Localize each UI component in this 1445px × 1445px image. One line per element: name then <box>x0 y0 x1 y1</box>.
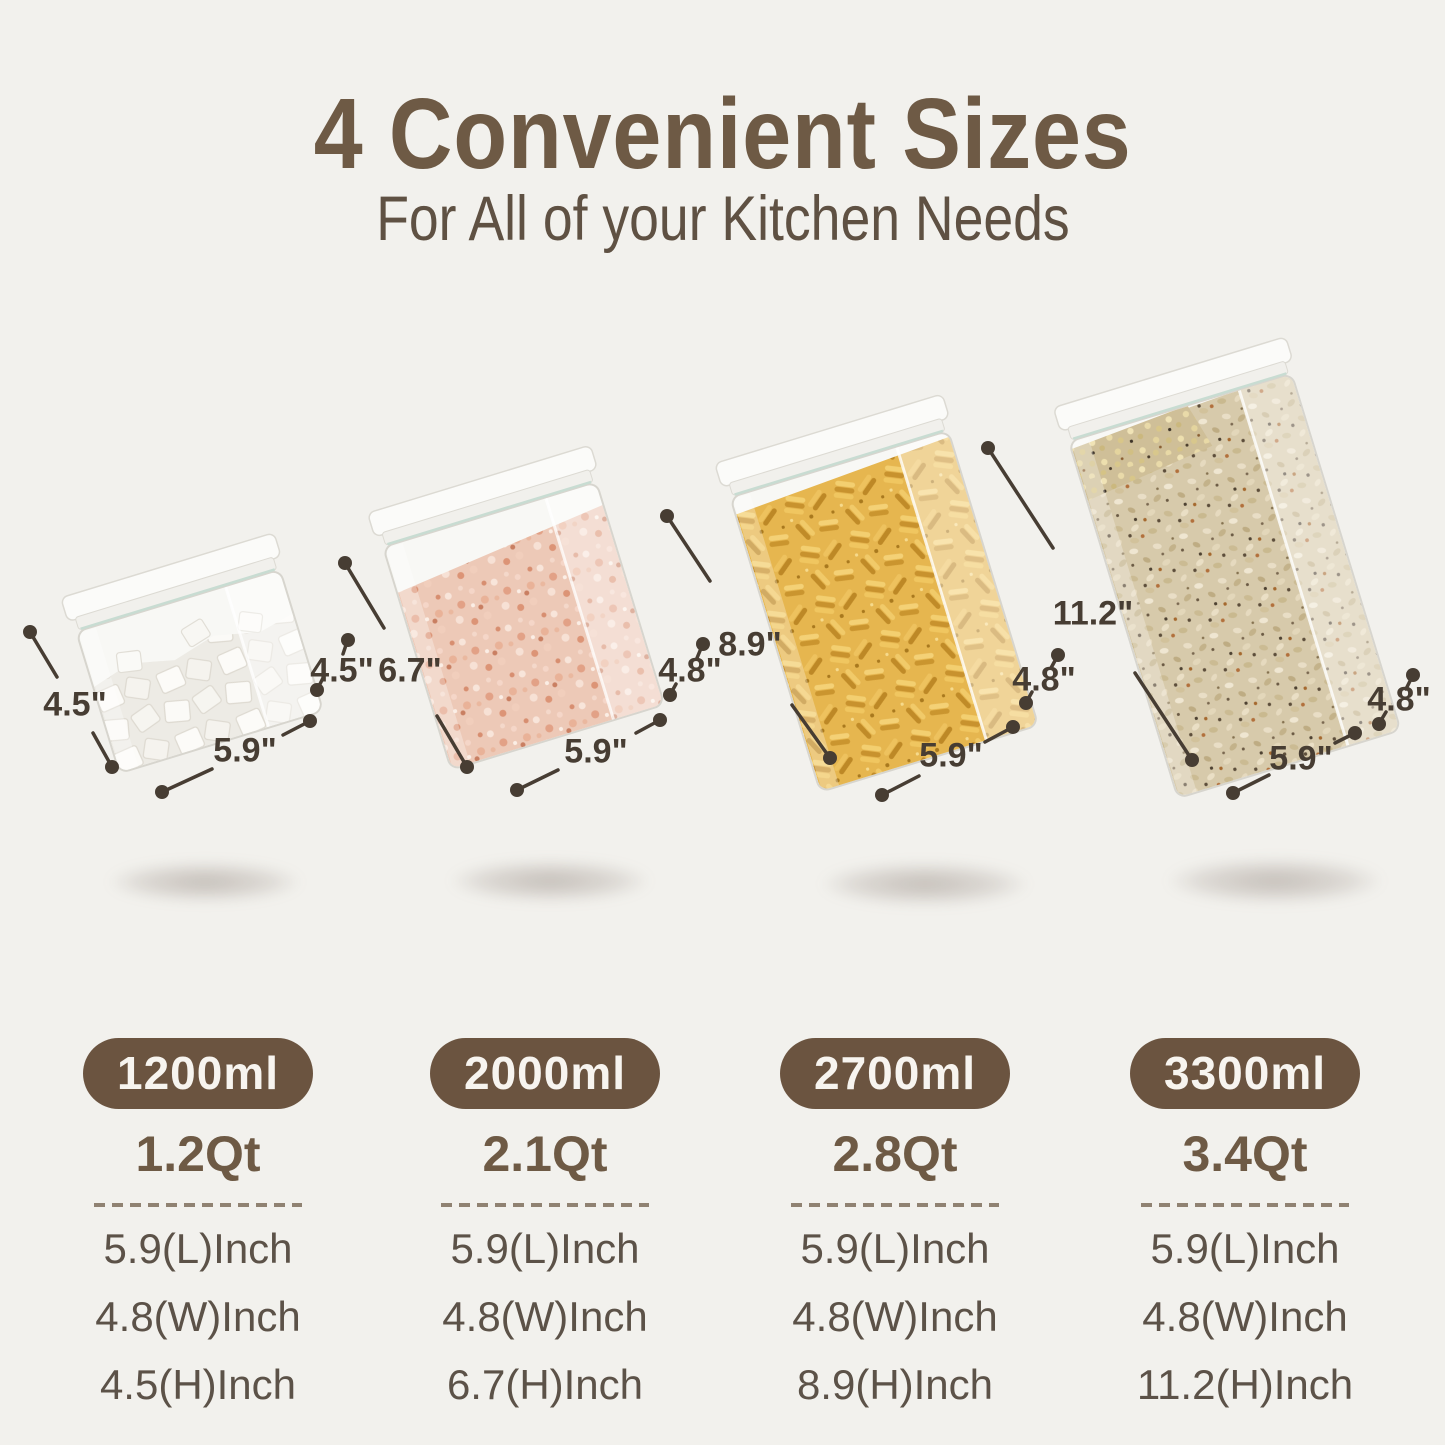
spec-height: 4.5(H)Inch <box>99 1361 297 1408</box>
container-shadow <box>420 854 680 908</box>
container-shadow <box>80 856 330 908</box>
spec-height: 6.7(H)Inch <box>446 1361 644 1408</box>
dim-width-2700ml: 4.8" <box>1012 660 1076 699</box>
spec-column-2700ml: 2700ml 2.8Qt 5.9(L)Inch 4.8(W)Inch 8.9(H… <box>720 1038 1070 1419</box>
spec-column-3300ml: 3300ml 3.4Qt 5.9(L)Inch 4.8(W)Inch 11.2(… <box>1070 1038 1420 1419</box>
dashed-divider <box>1141 1203 1349 1207</box>
capacity-badge: 1200ml <box>82 1038 313 1109</box>
spec-height: 8.9(H)Inch <box>796 1361 994 1408</box>
container-shadow <box>790 856 1060 912</box>
spec-column-2000ml: 2000ml 2.1Qt 5.9(L)Inch 4.8(W)Inch 6.7(H… <box>370 1038 720 1419</box>
spec-length: 5.9(L)Inch <box>450 1225 640 1272</box>
capacity-badge: 3300ml <box>1129 1038 1360 1109</box>
spec-height: 11.2(H)Inch <box>1136 1361 1354 1408</box>
capacity-quarts: 1.2Qt <box>135 1126 261 1182</box>
container-photo-2700ml <box>713 393 1046 803</box>
page-title: 4 Convenient Sizes <box>313 78 1132 190</box>
spec-column-1200ml: 1200ml 1.2Qt 5.9(L)Inch 4.8(W)Inch 4.5(H… <box>23 1038 373 1419</box>
dim-width-3300ml: 4.8" <box>1367 680 1431 719</box>
container-shadow <box>1135 852 1415 910</box>
container-photo-1200ml <box>59 531 331 783</box>
container-photo-3300ml <box>1052 335 1409 808</box>
dim-length-2000ml: 5.9" <box>564 732 628 771</box>
dim-height-2000ml: 6.7" <box>378 651 442 690</box>
dashed-divider <box>791 1203 999 1207</box>
dim-height-3300ml: 11.2" <box>1052 594 1134 633</box>
container-photo-2000ml <box>366 444 673 780</box>
dashed-divider <box>94 1203 302 1207</box>
capacity-badge: 2000ml <box>429 1038 660 1109</box>
dim-width-2000ml: 4.8" <box>658 651 722 690</box>
spec-width: 4.8(W)Inch <box>1142 1293 1348 1340</box>
spec-length: 5.9(L)Inch <box>1150 1225 1340 1272</box>
dim-width-1200ml: 4.5" <box>310 651 374 690</box>
capacity-badge: 2700ml <box>779 1038 1010 1109</box>
dashed-divider <box>441 1203 649 1207</box>
spec-width: 4.8(W)Inch <box>792 1293 998 1340</box>
dim-length-2700ml: 5.9" <box>919 736 983 775</box>
dim-length-3300ml: 5.9" <box>1269 739 1333 778</box>
dim-height-1200ml: 4.5" <box>43 685 107 724</box>
capacity-quarts: 2.8Qt <box>832 1126 958 1182</box>
dim-height-2700ml: 8.9" <box>718 625 782 664</box>
spec-width: 4.8(W)Inch <box>442 1293 648 1340</box>
spec-length: 5.9(L)Inch <box>103 1225 293 1272</box>
spec-width: 4.8(W)Inch <box>95 1293 301 1340</box>
capacity-quarts: 3.4Qt <box>1182 1126 1308 1182</box>
capacity-quarts: 2.1Qt <box>482 1126 608 1182</box>
dim-length-1200ml: 5.9" <box>213 731 277 770</box>
spec-length: 5.9(L)Inch <box>800 1225 990 1272</box>
page-subtitle: For All of your Kitchen Needs <box>375 184 1070 254</box>
